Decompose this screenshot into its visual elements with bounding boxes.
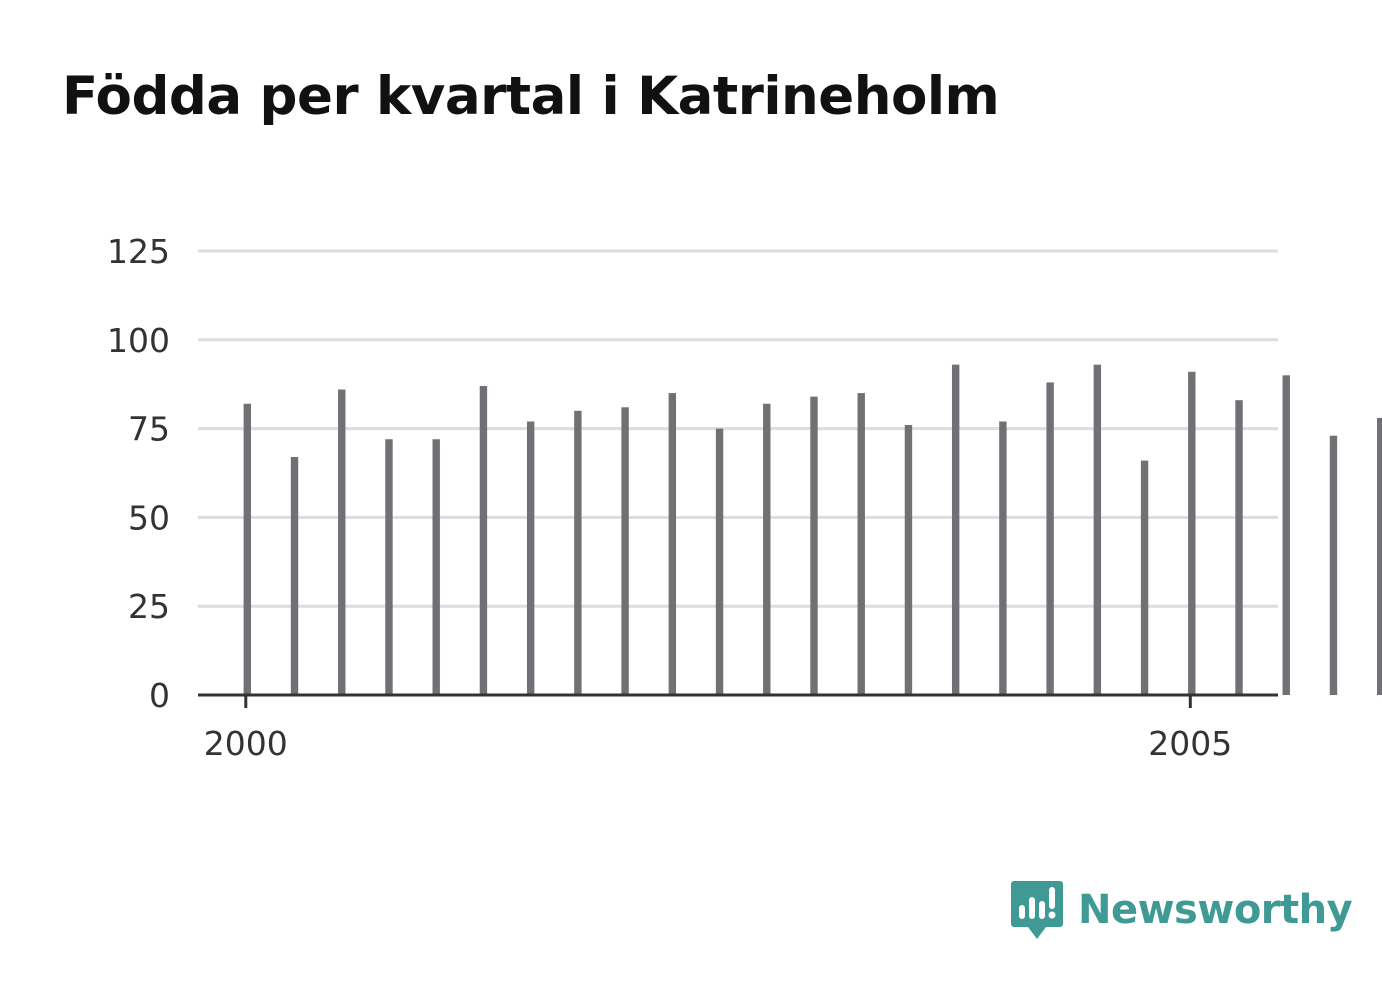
grid-lines [198,249,1278,608]
bar [1329,435,1338,695]
bar [810,396,818,695]
bar [290,457,299,695]
y-tick-label: 0 [149,676,170,715]
newsworthy-logo-icon [1011,881,1063,939]
bar [621,407,629,695]
bar [715,428,724,695]
bar [526,421,535,695]
bar [999,421,1007,695]
bar [479,385,488,695]
brand-name: Newsworthy [1078,887,1353,933]
y-tick-label: 100 [107,321,170,360]
bar [432,439,440,695]
brand: Newsworthy [1010,878,1353,942]
bar [857,393,865,695]
chart-title: Födda per kvartal i Katrineholm [62,66,1000,127]
bar [1235,400,1243,695]
bar [1282,375,1290,695]
bar [1377,417,1382,695]
y-tick-label: 75 [128,410,170,449]
labels: 025507510012520002005201020152020202553 [107,232,1232,763]
y-tick-label: 125 [107,232,170,271]
bar [1140,460,1149,695]
bar [1093,364,1102,695]
bar [904,425,913,695]
bar [763,403,771,695]
bar [574,410,582,695]
axes [198,693,1278,708]
y-tick-label: 50 [128,498,170,537]
bar [385,439,393,695]
bar [951,364,960,695]
bar [668,393,677,695]
bar [1046,382,1054,695]
y-tick-label: 25 [128,587,170,626]
bars [243,364,1382,695]
bar [1188,371,1196,695]
bar [243,403,251,695]
bar [338,389,346,695]
x-tick-label: 2000 [204,724,288,763]
x-tick-label: 2005 [1148,724,1232,763]
